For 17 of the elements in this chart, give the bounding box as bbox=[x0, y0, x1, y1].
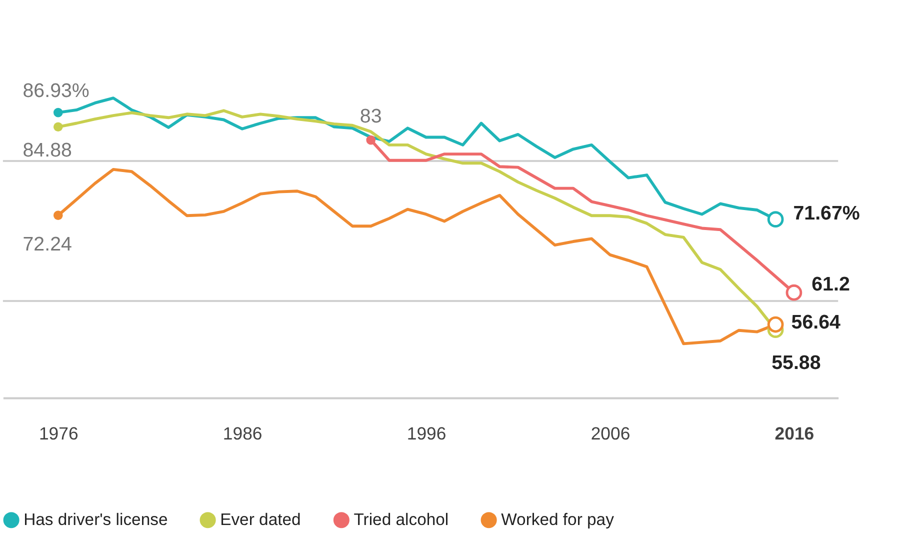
x-tick-label: 1986 bbox=[222, 423, 262, 444]
legend-label: Ever dated bbox=[220, 510, 301, 530]
x-tick-label: 1996 bbox=[406, 423, 446, 444]
data-label: 55.88 bbox=[772, 352, 821, 374]
data-label: 86.93% bbox=[22, 80, 90, 102]
x-tick-label: 2016 bbox=[774, 423, 814, 444]
data-label: 56.64 bbox=[791, 311, 841, 334]
data-label: 84.88 bbox=[22, 139, 72, 162]
x-tick-label: 1976 bbox=[38, 423, 78, 444]
legend-label: Worked for pay bbox=[501, 510, 615, 530]
data-label: 72.24 bbox=[22, 234, 72, 256]
legend-label: Tried alcohol bbox=[354, 510, 449, 530]
data-label: 71.67% bbox=[793, 202, 860, 224]
data-label: 61.2 bbox=[812, 274, 850, 296]
legend-label: Has driver's license bbox=[24, 510, 168, 530]
data-label: 83 bbox=[360, 105, 382, 128]
x-tick-label: 2006 bbox=[590, 423, 630, 444]
